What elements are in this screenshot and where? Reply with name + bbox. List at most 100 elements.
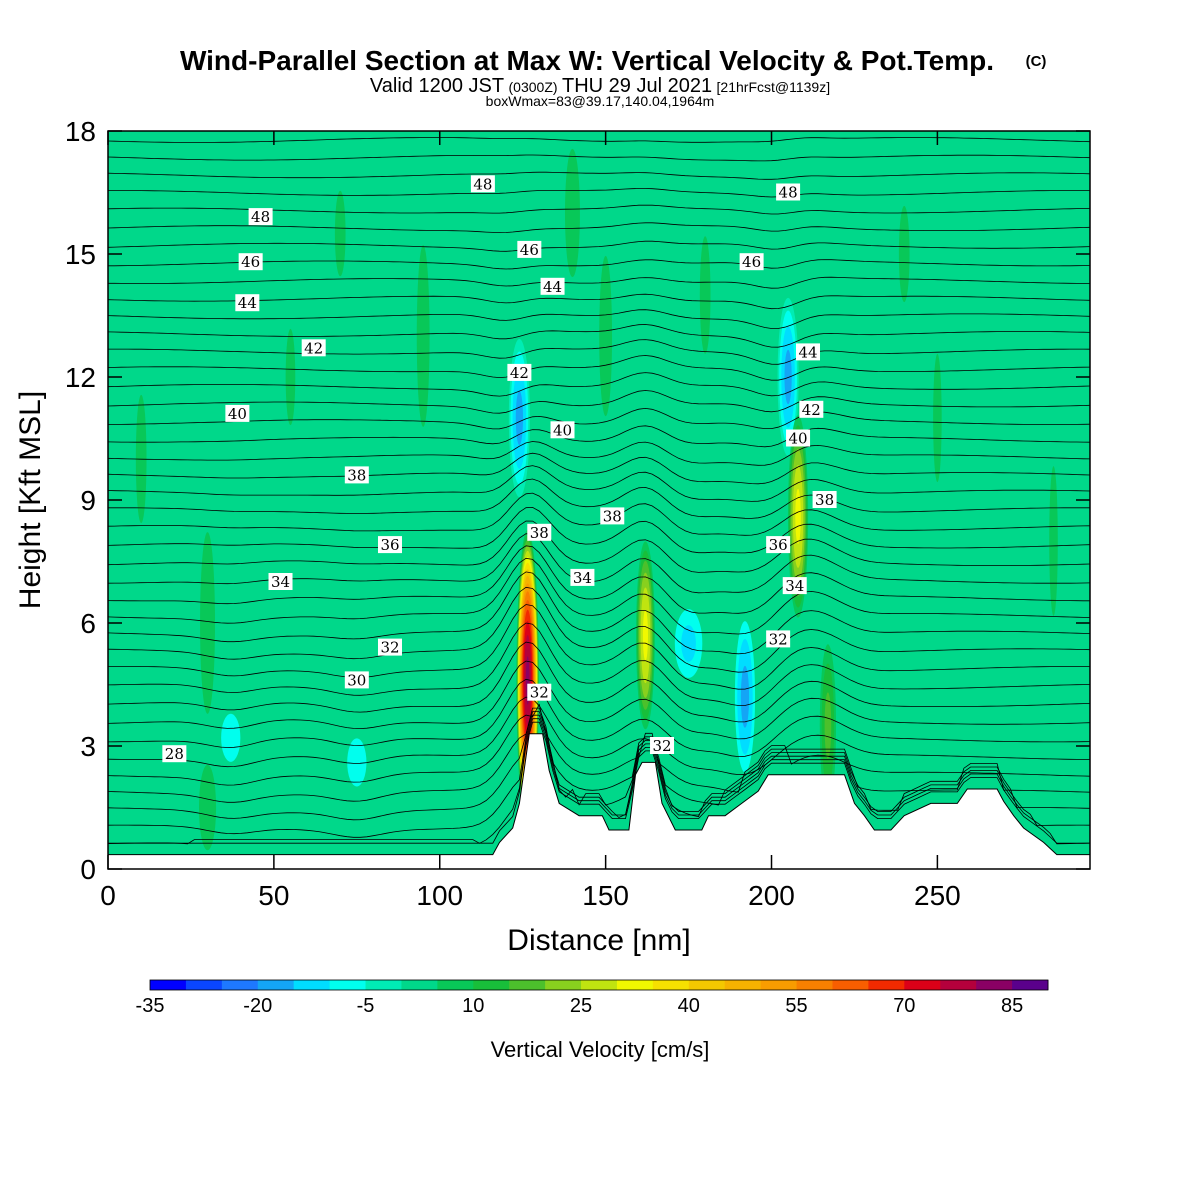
theta-label-text: 34 (785, 577, 804, 595)
theta-isoline (108, 154, 1090, 162)
colorbar-swatch (796, 980, 833, 990)
weak-updraft-area (1049, 466, 1058, 616)
theta-label-box (238, 253, 263, 271)
theta-isoline (108, 465, 1090, 502)
colorbar: -35 -20 -5 10 25 40 55 70 85 (136, 979, 1049, 1017)
velocity-contour-band (198, 764, 217, 851)
colorbar-swatch (940, 980, 977, 990)
theta-label: 48 (470, 175, 495, 193)
theta-isoline (108, 425, 1090, 448)
theta-isoline (108, 545, 1090, 614)
velocity-contour-band (285, 328, 296, 426)
theta-isoline (108, 390, 1090, 414)
colorbar-swatch (868, 980, 905, 990)
velocity-background (108, 131, 1090, 869)
theta-isoline (108, 557, 1090, 635)
theta-label-box (540, 277, 565, 295)
y-tick-label: 6 (80, 608, 96, 639)
theta-isoline (108, 324, 1090, 348)
colorbar-swatch (329, 980, 367, 990)
theta-isoline (108, 571, 1090, 655)
velocity-contour-band (1049, 466, 1058, 616)
colorbar-swatch (437, 980, 474, 990)
colorbar-swatch (473, 980, 510, 990)
colorbar-tick-label: -35 (136, 995, 165, 1017)
theta-isoline (108, 478, 1090, 519)
theta-label-text: 38 (815, 491, 834, 509)
colorbar-tick-label: 70 (893, 995, 915, 1017)
velocity-contour-band (334, 190, 346, 277)
theta-isoline (108, 452, 1090, 485)
theta-label: 44 (235, 294, 260, 312)
theta-label: 28 (162, 745, 187, 763)
theta-label-box (786, 429, 811, 447)
theta-label: 34 (268, 573, 293, 591)
theta-label-text: 46 (241, 253, 260, 271)
colorbar-swatch (509, 980, 546, 990)
theta-label-text: 48 (779, 184, 798, 202)
colorbar-swatch (293, 980, 331, 990)
theta-label-box (377, 638, 402, 656)
velocity-contour-band (681, 625, 696, 662)
theta-label-box (268, 573, 293, 590)
updraft-cell (635, 533, 656, 738)
theta-label-text: 42 (802, 401, 821, 419)
theta-isoline (108, 355, 1090, 381)
theta-label-box (377, 536, 402, 554)
colorbar-swatch (581, 980, 618, 990)
theta-label-text: 40 (789, 430, 808, 448)
theta-isoline (108, 711, 1090, 821)
x-axis-label: Distance [nm] (507, 924, 690, 957)
weak-updraft-area (699, 236, 711, 354)
theta-label: 40 (550, 421, 575, 439)
theta-isoline (108, 721, 1090, 844)
theta-label: 44 (540, 277, 565, 296)
theta-label-box (162, 745, 187, 763)
theta-label: 30 (344, 671, 369, 689)
colorbar-tick-label: -5 (357, 995, 375, 1017)
colorbar-outline (149, 979, 1049, 991)
colorbar-swatch (150, 980, 187, 990)
theta-label: 34 (782, 577, 807, 595)
theta-label-text: 32 (380, 639, 399, 657)
downdraft-cell (221, 713, 241, 762)
y-tick-label: 9 (80, 485, 96, 516)
theta-label: 46 (739, 253, 764, 271)
theta-label-box (766, 536, 791, 554)
theta-label: 32 (650, 737, 675, 755)
theta-label-box (470, 175, 495, 193)
velocity-contour-band (642, 609, 649, 661)
colorbar-swatch (904, 980, 941, 990)
theta-isoline (108, 259, 1090, 270)
theta-isoline (108, 714, 1090, 838)
theta-label-text: 32 (530, 684, 549, 702)
theta-label: 42 (799, 400, 824, 419)
theta-label-text: 36 (380, 536, 399, 554)
theta-label-text: 30 (347, 671, 366, 689)
theta-label-box (517, 240, 542, 258)
theta-isoline (108, 492, 1090, 536)
colorbar-swatch (652, 980, 690, 990)
colorbar-tick-label: 10 (462, 995, 484, 1017)
theta-isoline (108, 188, 1090, 198)
y-tick-label: 15 (65, 239, 96, 270)
velocity-field (108, 131, 1090, 869)
theta-label: 32 (766, 630, 791, 648)
theta-label-box (570, 568, 595, 586)
velocity-contour-band (200, 532, 216, 714)
theta-label: 34 (570, 568, 595, 587)
theta-isoline (108, 696, 1090, 776)
theta-isoline (108, 407, 1090, 430)
weak-updraft-area (198, 764, 217, 851)
theta-label-text: 40 (228, 405, 247, 423)
theta-label-box (650, 737, 675, 754)
theta-label-box (225, 404, 250, 422)
theta-label-text: 38 (530, 524, 549, 542)
theta-label: 32 (377, 638, 402, 657)
theta-isoline (108, 276, 1090, 289)
valid-local-time: Valid 1200 JST (370, 75, 504, 97)
theta-isoline (108, 441, 1090, 466)
theta-label-text: 34 (573, 569, 592, 587)
theta-isoline (108, 309, 1090, 329)
valid-date: THU 29 Jul 2021 (562, 75, 712, 97)
